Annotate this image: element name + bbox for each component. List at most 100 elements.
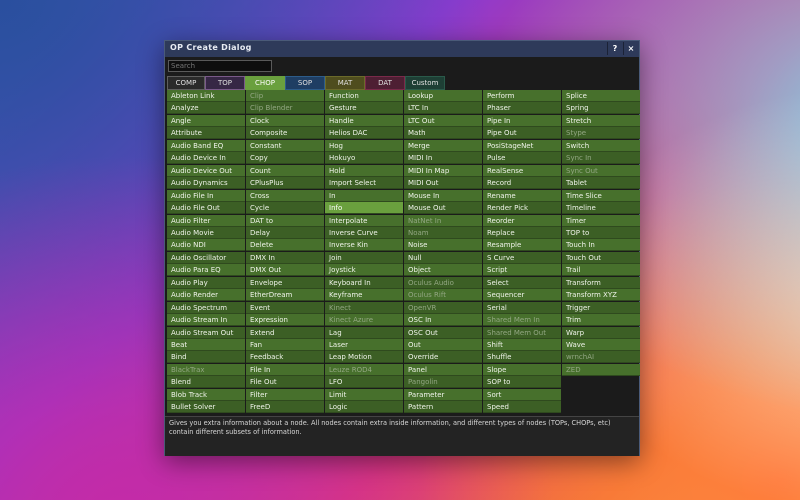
tab-dat[interactable]: DAT (365, 76, 405, 90)
operator-item[interactable]: LFO (325, 376, 403, 389)
operator-item[interactable]: Audio Dynamics (167, 177, 245, 190)
operator-item[interactable]: ZED (562, 363, 640, 376)
operator-item[interactable]: Bind (167, 351, 245, 364)
tab-mat[interactable]: MAT (325, 76, 365, 90)
operator-item[interactable]: File Out (246, 376, 324, 389)
operator-item[interactable]: Hold (325, 164, 403, 177)
operator-item[interactable]: Switch (562, 139, 640, 152)
operator-item[interactable]: OpenVR (404, 301, 482, 314)
operator-item[interactable]: Null (404, 251, 482, 264)
operator-item[interactable]: Expression (246, 314, 324, 327)
operator-item[interactable]: Info (325, 202, 403, 215)
operator-item[interactable]: Audio File In (167, 189, 245, 202)
tab-comp[interactable]: COMP (167, 76, 205, 90)
operator-item[interactable]: Audio Movie (167, 226, 245, 239)
operator-item[interactable]: Interpolate (325, 214, 403, 227)
operator-item[interactable]: Time Slice (562, 189, 640, 202)
operator-item[interactable]: Clock (246, 114, 324, 127)
operator-item[interactable]: Spring (562, 102, 640, 115)
operator-item[interactable]: Delete (246, 239, 324, 252)
operator-item[interactable]: Object (404, 264, 482, 277)
operator-item[interactable]: Merge (404, 139, 482, 152)
operator-item[interactable]: TOP to (562, 226, 640, 239)
operator-item[interactable]: Pangolin (404, 376, 482, 389)
operator-item[interactable]: Pipe Out (483, 127, 561, 140)
operator-item[interactable]: DMX Out (246, 264, 324, 277)
operator-item[interactable]: Splice (562, 90, 640, 102)
operator-item[interactable]: Extend (246, 326, 324, 339)
operator-item[interactable]: Parameter (404, 388, 482, 401)
operator-item[interactable]: Pulse (483, 152, 561, 165)
operator-item[interactable]: Audio Band EQ (167, 139, 245, 152)
operator-item[interactable]: Mouse In (404, 189, 482, 202)
operator-item[interactable]: Ableton Link (167, 90, 245, 102)
operator-item[interactable]: Sync Out (562, 164, 640, 177)
operator-item[interactable]: Select (483, 276, 561, 289)
operator-item[interactable]: Audio Spectrum (167, 301, 245, 314)
operator-item[interactable]: Analyze (167, 102, 245, 115)
operator-item[interactable]: Gesture (325, 102, 403, 115)
operator-item[interactable]: Serial (483, 301, 561, 314)
operator-item[interactable]: Trigger (562, 301, 640, 314)
operator-item[interactable]: DMX In (246, 251, 324, 264)
operator-item[interactable]: Inverse Curve (325, 226, 403, 239)
operator-item[interactable]: Shared Mem In (483, 314, 561, 327)
operator-item[interactable]: Audio Filter (167, 214, 245, 227)
operator-item[interactable]: Audio Stream Out (167, 326, 245, 339)
dialog-titlebar[interactable]: OP Create Dialog ? × (165, 41, 639, 57)
operator-item[interactable]: Inverse Kin (325, 239, 403, 252)
operator-item[interactable]: Sync In (562, 152, 640, 165)
operator-item[interactable]: Audio Oscillator (167, 251, 245, 264)
operator-item[interactable]: BlackTrax (167, 363, 245, 376)
operator-item[interactable]: Replace (483, 226, 561, 239)
operator-item[interactable]: OSC Out (404, 326, 482, 339)
operator-item[interactable]: Transform XYZ (562, 289, 640, 302)
operator-item[interactable]: Keyframe (325, 289, 403, 302)
operator-item[interactable]: Lookup (404, 90, 482, 102)
tab-chop[interactable]: CHOP (245, 76, 285, 90)
operator-item[interactable]: Rename (483, 189, 561, 202)
operator-item[interactable]: Reorder (483, 214, 561, 227)
operator-item[interactable]: Noise (404, 239, 482, 252)
operator-item[interactable]: Resample (483, 239, 561, 252)
operator-item[interactable]: Blend (167, 376, 245, 389)
operator-item[interactable]: Tablet (562, 177, 640, 190)
operator-item[interactable]: Audio Device Out (167, 164, 245, 177)
operator-item[interactable]: Constant (246, 139, 324, 152)
operator-item[interactable]: Out (404, 339, 482, 351)
operator-item[interactable]: Shuffle (483, 351, 561, 364)
operator-item[interactable]: Audio Play (167, 276, 245, 289)
operator-item[interactable]: Joystick (325, 264, 403, 277)
operator-item[interactable]: Override (404, 351, 482, 364)
operator-item[interactable]: Fan (246, 339, 324, 351)
operator-item[interactable]: Beat (167, 339, 245, 351)
operator-item[interactable]: Sequencer (483, 289, 561, 302)
operator-item[interactable]: Hog (325, 139, 403, 152)
operator-item[interactable]: Logic (325, 401, 403, 414)
operator-item[interactable]: Join (325, 251, 403, 264)
operator-item[interactable]: Stype (562, 127, 640, 140)
operator-item[interactable]: Clip Blender (246, 102, 324, 115)
operator-item[interactable]: Shared Mem Out (483, 326, 561, 339)
operator-item[interactable]: MIDI Out (404, 177, 482, 190)
operator-item[interactable]: Perform (483, 90, 561, 102)
operator-item[interactable]: Delay (246, 226, 324, 239)
operator-item[interactable]: Math (404, 127, 482, 140)
operator-item[interactable]: Filter (246, 388, 324, 401)
tab-top[interactable]: TOP (205, 76, 245, 90)
operator-item[interactable]: Timer (562, 214, 640, 227)
operator-item[interactable]: Clip (246, 90, 324, 102)
operator-item[interactable]: Cycle (246, 202, 324, 215)
operator-item[interactable]: Trim (562, 314, 640, 327)
operator-item[interactable]: Stretch (562, 114, 640, 127)
operator-item[interactable]: Count (246, 164, 324, 177)
operator-item[interactable]: Audio Device In (167, 152, 245, 165)
operator-item[interactable]: Mouse Out (404, 202, 482, 215)
operator-item[interactable]: Touch Out (562, 251, 640, 264)
operator-item[interactable]: Event (246, 301, 324, 314)
help-button[interactable]: ? (607, 42, 622, 55)
operator-item[interactable]: MIDI In (404, 152, 482, 165)
operator-item[interactable]: Limit (325, 388, 403, 401)
operator-item[interactable]: Hokuyo (325, 152, 403, 165)
operator-item[interactable]: OSC In (404, 314, 482, 327)
